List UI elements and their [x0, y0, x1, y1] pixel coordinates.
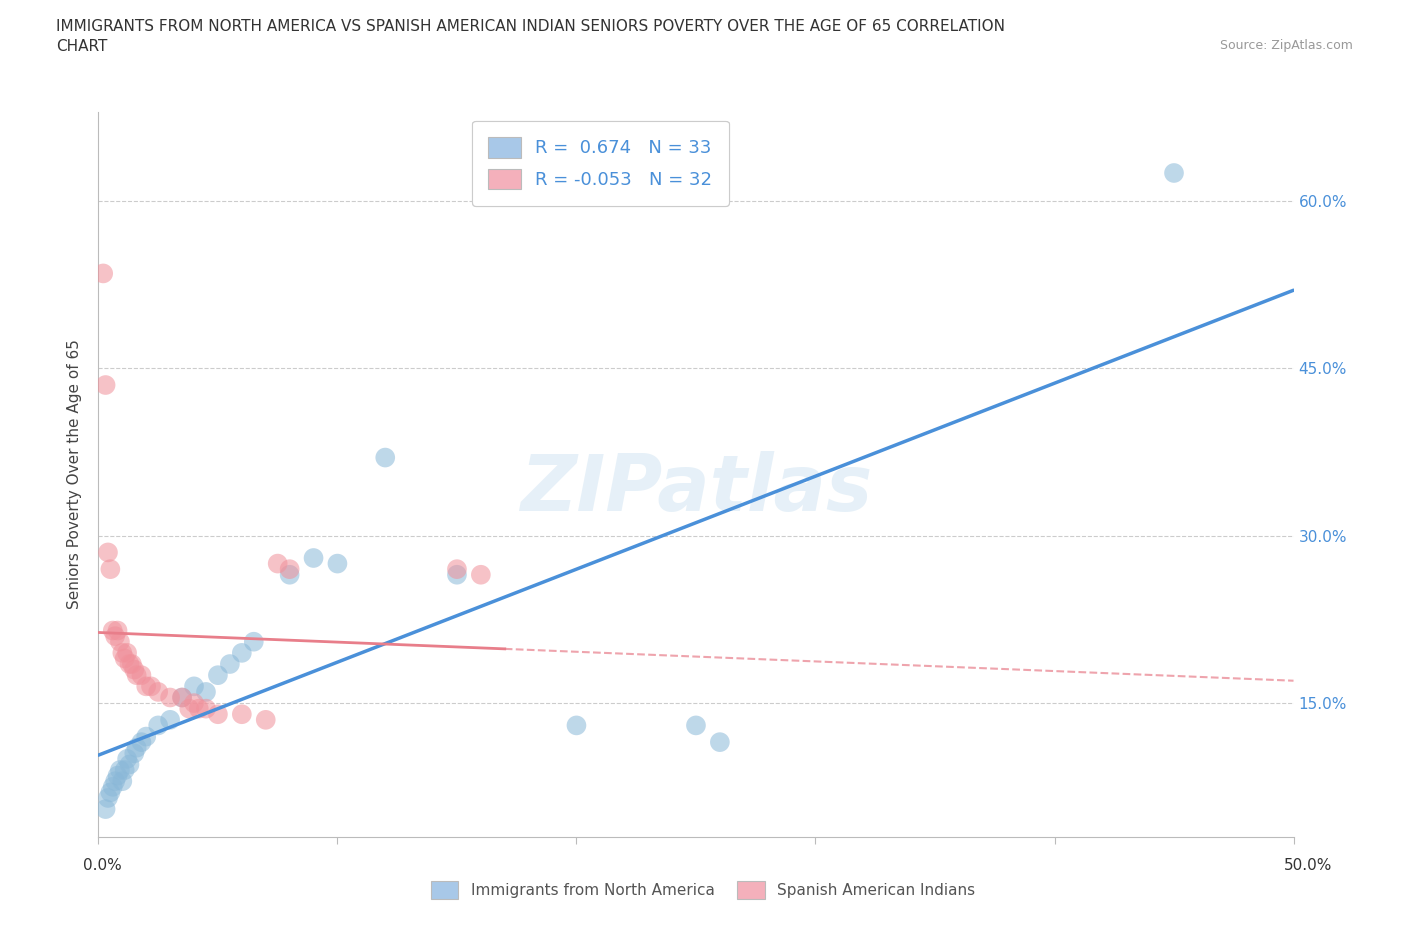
- Point: [187, 701, 209, 716]
- Point: [159, 690, 181, 705]
- Point: [219, 657, 242, 671]
- Point: [114, 651, 136, 666]
- Point: [374, 450, 396, 465]
- Point: [159, 712, 181, 727]
- Point: [131, 668, 153, 683]
- Point: [194, 684, 218, 699]
- Point: [131, 735, 153, 750]
- Point: [135, 729, 157, 744]
- Point: [104, 774, 127, 789]
- Point: [114, 763, 136, 777]
- Point: [107, 768, 129, 783]
- Point: [98, 785, 122, 800]
- Point: [121, 657, 143, 671]
- Point: [118, 657, 141, 671]
- Point: [207, 707, 229, 722]
- Point: [267, 556, 290, 571]
- Point: [207, 668, 229, 683]
- Point: [124, 746, 146, 761]
- Point: [278, 567, 301, 582]
- Point: [107, 623, 129, 638]
- Point: [91, 266, 114, 281]
- Point: [94, 378, 117, 392]
- Point: [108, 634, 131, 649]
- Point: [94, 802, 117, 817]
- Point: [135, 679, 157, 694]
- Point: [326, 556, 349, 571]
- Point: [111, 645, 134, 660]
- Point: [148, 718, 170, 733]
- Point: [172, 690, 194, 705]
- Point: [685, 718, 707, 733]
- Point: [446, 562, 468, 577]
- Text: IMMIGRANTS FROM NORTH AMERICA VS SPANISH AMERICAN INDIAN SENIORS POVERTY OVER TH: IMMIGRANTS FROM NORTH AMERICA VS SPANISH…: [56, 19, 1005, 33]
- Point: [125, 740, 148, 755]
- Point: [183, 696, 205, 711]
- Point: [231, 645, 253, 660]
- Point: [101, 779, 124, 794]
- Point: [104, 629, 127, 644]
- Point: [97, 790, 120, 805]
- Point: [98, 562, 122, 577]
- Text: 50.0%: 50.0%: [1284, 857, 1331, 872]
- Point: [1163, 166, 1185, 180]
- Y-axis label: Seniors Poverty Over the Age of 65: Seniors Poverty Over the Age of 65: [67, 339, 83, 609]
- Point: [172, 690, 194, 705]
- Point: [179, 701, 201, 716]
- Point: [470, 567, 492, 582]
- Point: [565, 718, 588, 733]
- Point: [115, 645, 138, 660]
- Point: [97, 545, 120, 560]
- Point: [125, 668, 148, 683]
- Point: [148, 684, 170, 699]
- Text: 0.0%: 0.0%: [83, 857, 122, 872]
- Legend: R =  0.674   N = 33, R = -0.053   N = 32: R = 0.674 N = 33, R = -0.053 N = 32: [472, 121, 728, 206]
- Point: [139, 679, 162, 694]
- Text: ZIPatlas: ZIPatlas: [520, 451, 872, 526]
- Point: [254, 712, 277, 727]
- Point: [231, 707, 253, 722]
- Legend: Immigrants from North America, Spanish American Indians: Immigrants from North America, Spanish A…: [419, 870, 987, 911]
- Point: [183, 679, 205, 694]
- Point: [118, 757, 141, 772]
- Point: [302, 551, 325, 565]
- Point: [278, 562, 301, 577]
- Point: [115, 751, 138, 766]
- Point: [243, 634, 266, 649]
- Point: [101, 623, 124, 638]
- Point: [194, 701, 218, 716]
- Text: Source: ZipAtlas.com: Source: ZipAtlas.com: [1219, 39, 1353, 52]
- Point: [446, 567, 468, 582]
- Point: [124, 662, 146, 677]
- Text: CHART: CHART: [56, 39, 108, 54]
- Point: [108, 763, 131, 777]
- Point: [709, 735, 731, 750]
- Point: [111, 774, 134, 789]
